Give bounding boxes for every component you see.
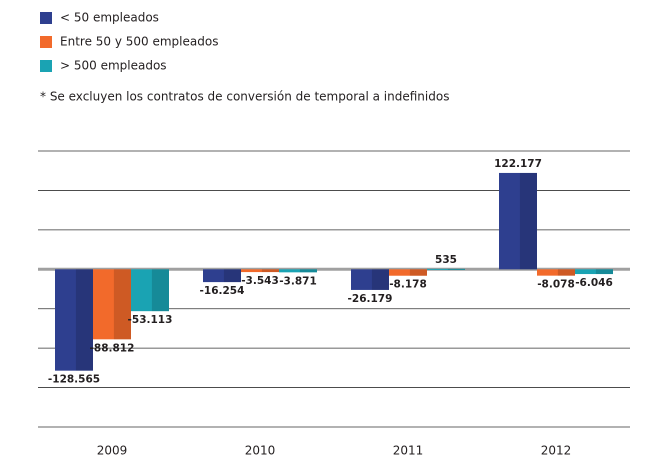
bar-shade bbox=[75, 269, 93, 371]
bar-shade bbox=[151, 269, 169, 312]
data-label: 122.177 bbox=[494, 158, 542, 170]
bar bbox=[203, 269, 241, 283]
bar bbox=[241, 269, 279, 273]
x-tick-label: 2012 bbox=[541, 444, 572, 458]
bar-shade bbox=[409, 269, 427, 276]
data-label: -53.113 bbox=[128, 314, 173, 326]
bar bbox=[537, 269, 575, 276]
bar bbox=[351, 269, 389, 290]
bar-shade bbox=[371, 269, 389, 290]
bar bbox=[575, 269, 613, 275]
bar bbox=[427, 268, 465, 270]
bar bbox=[279, 269, 317, 273]
legend-swatch bbox=[40, 12, 52, 24]
data-label: -3.543 bbox=[241, 275, 279, 287]
bar bbox=[131, 269, 169, 312]
data-label: -128.565 bbox=[48, 374, 100, 386]
x-tick-label: 2009 bbox=[97, 444, 128, 458]
legend-label: < 50 empleados bbox=[60, 11, 159, 25]
data-label: -6.046 bbox=[575, 277, 613, 289]
bar-shade bbox=[595, 269, 613, 275]
bar bbox=[55, 269, 93, 371]
data-label: -8.078 bbox=[537, 279, 575, 291]
bar-shade bbox=[447, 268, 465, 270]
note: * Se excluyen los contratos de conversió… bbox=[40, 90, 449, 104]
legend-label: > 500 empleados bbox=[60, 59, 167, 73]
bar-shade bbox=[261, 269, 279, 273]
legend-swatch bbox=[40, 36, 52, 48]
data-label: -8.178 bbox=[389, 279, 427, 291]
bar bbox=[389, 269, 427, 276]
bar-shade bbox=[113, 269, 131, 340]
data-label: -16.254 bbox=[200, 285, 245, 297]
data-label: 535 bbox=[435, 254, 457, 266]
bar bbox=[93, 269, 131, 340]
data-label: -3.871 bbox=[279, 275, 317, 287]
x-tick-label: 2010 bbox=[245, 444, 276, 458]
bar-shade bbox=[223, 269, 241, 283]
bar-shade bbox=[557, 269, 575, 276]
legend-label: Entre 50 y 500 empleados bbox=[60, 35, 218, 49]
bar-shade bbox=[299, 269, 317, 273]
data-label: -88.812 bbox=[90, 342, 135, 354]
bar bbox=[499, 172, 537, 270]
bar-shade bbox=[519, 172, 537, 270]
data-label: -26.179 bbox=[348, 293, 393, 305]
legend-swatch bbox=[40, 60, 52, 72]
x-tick-label: 2011 bbox=[393, 444, 424, 458]
